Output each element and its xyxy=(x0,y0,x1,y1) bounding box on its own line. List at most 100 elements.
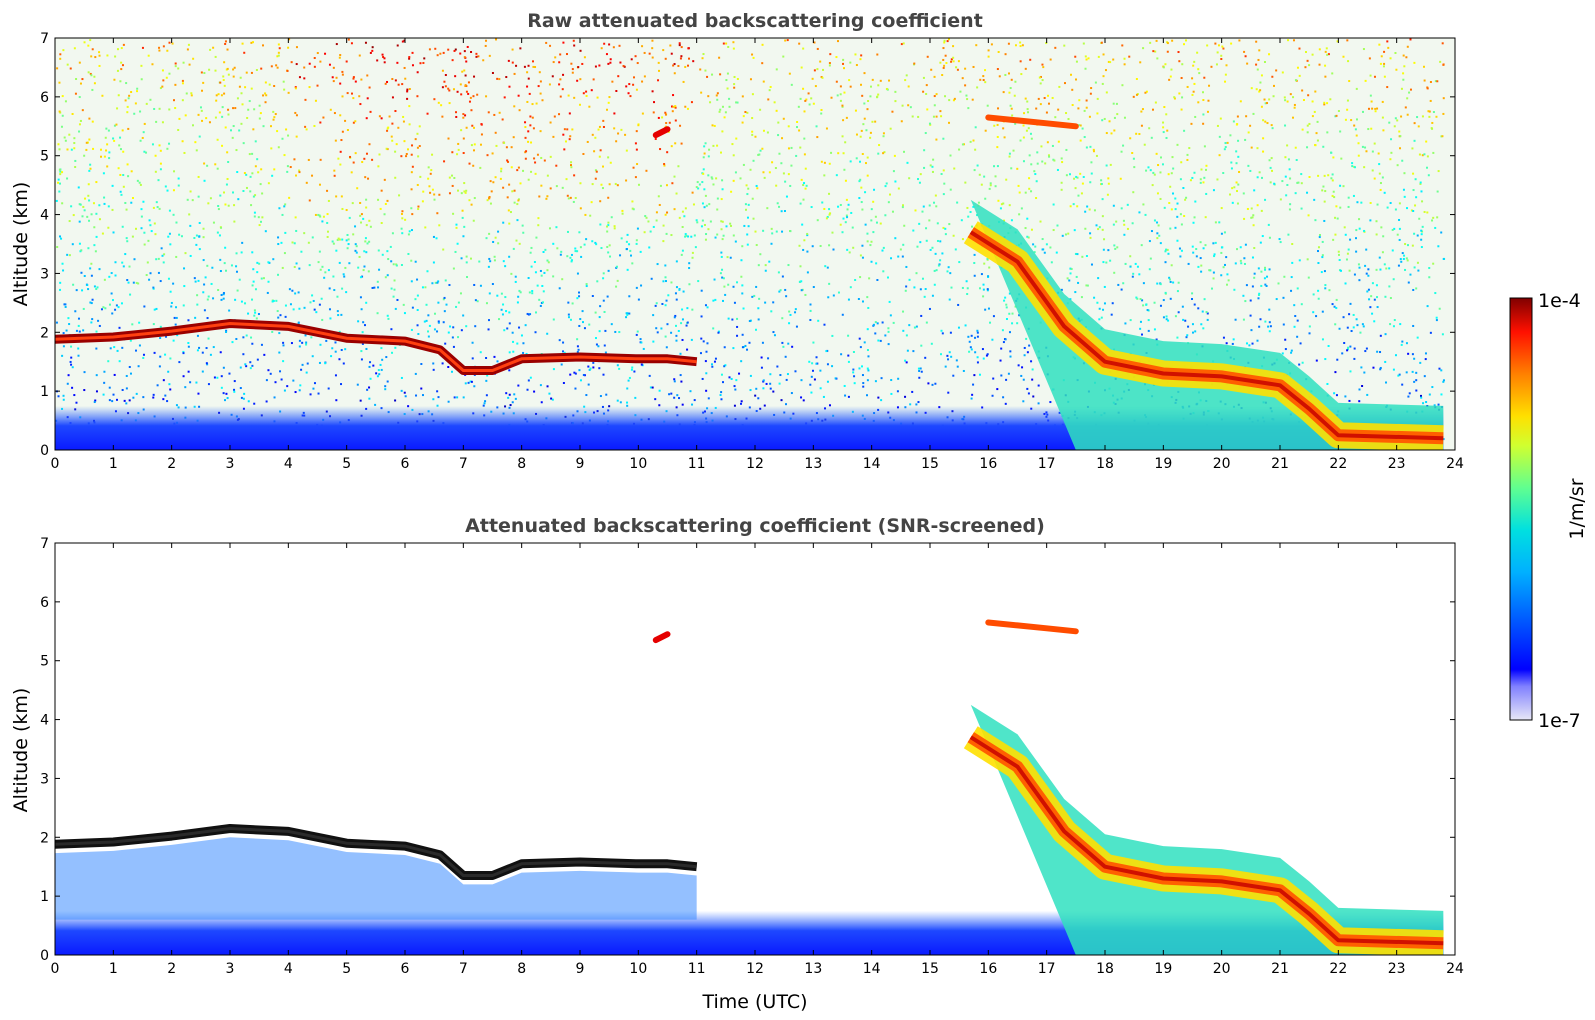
noise-speck xyxy=(1396,119,1399,122)
noise-speck xyxy=(434,47,437,50)
noise-speck xyxy=(1024,227,1027,230)
noise-speck xyxy=(927,382,930,385)
noise-speck xyxy=(493,355,496,358)
noise-speck xyxy=(712,327,715,330)
noise-speck xyxy=(761,147,764,150)
noise-speck xyxy=(625,85,628,88)
noise-speck xyxy=(1201,310,1204,313)
noise-speck xyxy=(153,308,156,311)
noise-speck xyxy=(876,322,879,325)
noise-speck xyxy=(1163,106,1166,109)
noise-speck xyxy=(183,151,186,154)
noise-speck xyxy=(378,373,381,376)
noise-speck xyxy=(804,187,807,190)
noise-speck xyxy=(819,245,822,248)
noise-speck xyxy=(867,306,870,309)
noise-speck xyxy=(1224,146,1227,149)
noise-speck xyxy=(681,210,684,213)
noise-speck xyxy=(1036,162,1039,165)
noise-speck xyxy=(723,285,726,288)
noise-speck xyxy=(513,105,516,108)
noise-speck xyxy=(484,400,487,403)
noise-speck xyxy=(1293,103,1296,106)
noise-speck xyxy=(956,365,959,368)
noise-speck xyxy=(465,60,468,63)
noise-speck xyxy=(189,190,192,193)
noise-speck xyxy=(503,141,506,144)
noise-speck xyxy=(522,342,525,345)
noise-speck xyxy=(641,45,644,48)
noise-speck xyxy=(606,225,609,228)
noise-speck xyxy=(562,41,565,44)
noise-speck xyxy=(782,55,785,58)
noise-speck xyxy=(390,135,393,138)
noise-speck xyxy=(1270,124,1273,127)
noise-speck xyxy=(515,64,518,67)
noise-speck xyxy=(103,196,106,199)
noise-speck xyxy=(136,90,139,93)
noise-speck xyxy=(1355,250,1358,253)
noise-speck xyxy=(298,169,301,172)
noise-speck xyxy=(970,348,973,351)
noise-speck xyxy=(113,373,116,376)
noise-speck xyxy=(253,309,256,312)
noise-speck xyxy=(398,194,401,197)
noise-speck xyxy=(705,372,708,375)
noise-speck xyxy=(456,242,459,245)
noise-speck xyxy=(1046,141,1049,144)
noise-speck xyxy=(534,311,537,314)
noise-speck xyxy=(436,390,439,393)
noise-speck xyxy=(125,237,128,240)
noise-speck xyxy=(795,154,798,157)
noise-speck xyxy=(471,357,474,360)
noise-speck xyxy=(443,80,446,83)
noise-speck xyxy=(1221,45,1224,48)
noise-speck xyxy=(436,330,439,333)
noise-speck xyxy=(216,167,219,170)
noise-speck xyxy=(545,41,548,44)
noise-speck xyxy=(81,78,84,81)
noise-speck xyxy=(249,190,252,193)
noise-speck xyxy=(187,43,190,46)
noise-speck xyxy=(368,365,371,368)
noise-speck xyxy=(519,291,522,294)
noise-speck xyxy=(657,61,660,64)
noise-speck xyxy=(1194,200,1197,203)
noise-speck xyxy=(436,212,439,215)
noise-speck xyxy=(1435,316,1438,319)
noise-speck xyxy=(1191,77,1194,80)
noise-speck xyxy=(295,63,298,66)
noise-speck xyxy=(733,86,736,89)
noise-speck xyxy=(524,157,527,160)
noise-speck xyxy=(508,351,511,354)
noise-speck xyxy=(1373,75,1376,78)
noise-speck xyxy=(902,243,905,246)
noise-speck xyxy=(119,80,122,83)
noise-speck xyxy=(581,62,584,65)
noise-speck xyxy=(182,304,185,307)
noise-speck xyxy=(912,350,915,353)
noise-speck xyxy=(1005,178,1008,181)
noise-speck xyxy=(1224,263,1227,266)
noise-speck xyxy=(329,108,332,111)
noise-speck xyxy=(954,248,957,251)
noise-speck xyxy=(703,206,706,209)
noise-speck xyxy=(1389,57,1392,60)
noise-speck xyxy=(1402,188,1405,191)
noise-speck xyxy=(897,377,900,380)
noise-speck xyxy=(650,277,653,280)
noise-speck xyxy=(1239,246,1242,249)
noise-speck xyxy=(405,155,408,158)
noise-speck xyxy=(230,264,233,267)
noise-speck xyxy=(552,275,555,278)
noise-speck xyxy=(194,141,197,144)
noise-speck xyxy=(1289,177,1292,180)
noise-speck xyxy=(223,61,226,64)
noise-speck xyxy=(228,309,231,312)
noise-speck xyxy=(1253,276,1256,279)
noise-speck xyxy=(733,301,736,304)
noise-speck xyxy=(294,216,297,219)
noise-speck xyxy=(303,232,306,235)
noise-speck xyxy=(71,112,74,115)
noise-speck xyxy=(598,367,601,370)
